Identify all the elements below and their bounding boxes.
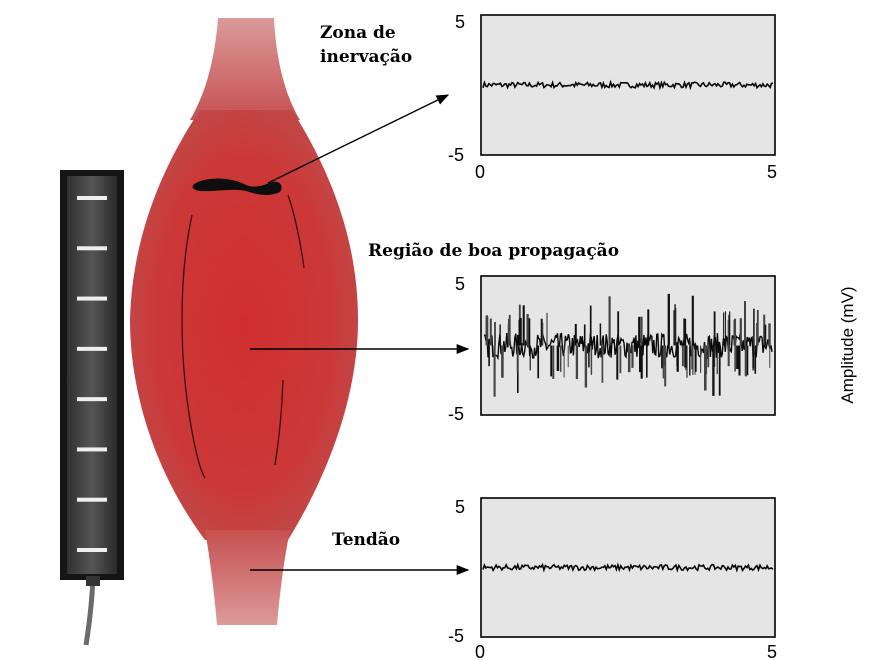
- muscle-belly: [130, 110, 358, 540]
- muscle-tendon-top: [190, 18, 300, 120]
- electrode-contact: [77, 397, 107, 402]
- electrode-contact: [77, 296, 107, 301]
- electrode-contact: [77, 346, 107, 351]
- muscle-fiber-line: [287, 194, 305, 269]
- y-tick-label: -5: [448, 145, 464, 165]
- x-tick-label: 5: [767, 642, 777, 660]
- electrode-connector: [86, 576, 100, 586]
- innervation-zone-mark: [192, 178, 282, 195]
- y-axis-label: Amplitude (mV): [838, 286, 857, 403]
- y-tick-label: 5: [455, 12, 465, 32]
- electrode-strip: [67, 176, 117, 574]
- signal-trace: [482, 79, 774, 91]
- label-good-propagation: Região de boa propagação: [368, 241, 619, 261]
- arrows: [250, 94, 470, 576]
- muscle-fiber-line: [274, 379, 284, 466]
- arrow-innervation: [267, 94, 450, 184]
- x-tick-label: 0: [475, 642, 485, 660]
- electrode-contact: [77, 497, 107, 502]
- muscle-tendon-bottom: [205, 530, 290, 625]
- electrode-contacts: [77, 196, 107, 552]
- y-tick-label: 5: [455, 274, 465, 294]
- electrode-contact: [77, 548, 107, 552]
- electrode-contact: [77, 196, 107, 200]
- electrode-array: [60, 170, 124, 646]
- electrode-contact: [77, 246, 107, 251]
- y-tick-label: -5: [448, 404, 464, 424]
- signal-trace: [483, 293, 773, 397]
- electrode-contact: [77, 447, 107, 452]
- muscle: [130, 18, 358, 625]
- y-tick-label: 5: [455, 497, 465, 517]
- x-tick-label: 5: [767, 162, 777, 182]
- signal-trace: [482, 562, 774, 573]
- label-innervation-zone-line1: Zona de: [320, 23, 396, 43]
- label-tendon: Tendão: [332, 530, 400, 550]
- y-tick-label: -5: [448, 626, 464, 646]
- muscle-fiber-line: [181, 214, 206, 479]
- x-tick-label: 0: [475, 162, 485, 182]
- electrode-cable: [83, 577, 96, 646]
- label-innervation-zone-line2: inervação: [320, 47, 412, 67]
- plot-innervation-zone: 5 -5 0 5: [448, 12, 777, 182]
- plot-good-propagation: 5 -5: [448, 274, 776, 424]
- plot-tendon: 5 -5 0 5: [448, 497, 777, 660]
